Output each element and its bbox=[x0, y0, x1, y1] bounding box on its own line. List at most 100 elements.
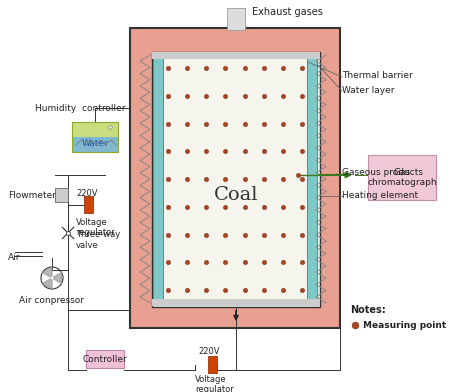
Point bbox=[241, 203, 248, 210]
Point bbox=[241, 93, 248, 99]
Text: Notes:: Notes: bbox=[350, 305, 386, 315]
Bar bbox=[152, 52, 320, 59]
Point bbox=[298, 259, 306, 265]
Point bbox=[222, 203, 229, 210]
Point bbox=[183, 287, 191, 293]
Point bbox=[183, 203, 191, 210]
Point bbox=[183, 65, 191, 71]
Point bbox=[222, 231, 229, 238]
Text: Coal: Coal bbox=[214, 186, 258, 204]
Point bbox=[298, 176, 306, 182]
Text: Water layer: Water layer bbox=[342, 85, 394, 94]
Polygon shape bbox=[54, 272, 62, 283]
Point bbox=[260, 120, 267, 127]
Text: Measuring point: Measuring point bbox=[363, 321, 446, 330]
Point bbox=[202, 287, 210, 293]
Point bbox=[241, 65, 248, 71]
Point bbox=[222, 259, 229, 265]
Point bbox=[202, 203, 210, 210]
Point bbox=[183, 259, 191, 265]
Point bbox=[260, 203, 267, 210]
Point bbox=[202, 65, 210, 71]
Bar bbox=[153, 53, 163, 305]
Point bbox=[183, 176, 191, 182]
Point bbox=[279, 120, 287, 127]
Point bbox=[279, 203, 287, 210]
Point bbox=[64, 230, 72, 236]
Bar bbox=[130, 28, 340, 328]
Point bbox=[279, 231, 287, 238]
Text: Flowmeter: Flowmeter bbox=[8, 191, 56, 200]
Point bbox=[164, 203, 172, 210]
Point bbox=[164, 259, 172, 265]
Bar bbox=[55, 188, 68, 202]
Point bbox=[202, 259, 210, 265]
Point bbox=[298, 231, 306, 238]
Point bbox=[164, 93, 172, 99]
Point bbox=[164, 287, 172, 293]
Point bbox=[222, 93, 229, 99]
Bar bbox=[84, 196, 93, 213]
Text: Exhaust gases: Exhaust gases bbox=[252, 7, 323, 17]
Point bbox=[298, 120, 306, 127]
Point bbox=[202, 231, 210, 238]
Point bbox=[164, 65, 172, 71]
Point bbox=[260, 287, 267, 293]
Text: Gas
chromatograph: Gas chromatograph bbox=[367, 168, 437, 187]
Point bbox=[106, 124, 114, 130]
Point bbox=[260, 259, 267, 265]
Point bbox=[183, 120, 191, 127]
Bar bbox=[72, 122, 118, 137]
Point bbox=[241, 176, 248, 182]
Point bbox=[241, 259, 248, 265]
Text: Three-way
valve: Three-way valve bbox=[76, 230, 120, 250]
Point bbox=[164, 231, 172, 238]
Text: Gaseous products: Gaseous products bbox=[342, 167, 423, 176]
Point bbox=[260, 148, 267, 154]
Bar bbox=[72, 122, 118, 152]
Text: Voltage
regulator: Voltage regulator bbox=[195, 375, 234, 392]
Text: Air conpressor: Air conpressor bbox=[19, 296, 84, 305]
Point bbox=[164, 120, 172, 127]
Text: Controller: Controller bbox=[82, 354, 128, 363]
Point bbox=[260, 93, 267, 99]
Text: Water: Water bbox=[82, 139, 109, 148]
Point bbox=[241, 148, 248, 154]
Point bbox=[279, 93, 287, 99]
Point bbox=[260, 176, 267, 182]
Point bbox=[241, 287, 248, 293]
Bar bbox=[152, 52, 320, 307]
Bar bbox=[86, 350, 124, 368]
Point bbox=[279, 259, 287, 265]
Point bbox=[222, 148, 229, 154]
Point bbox=[298, 65, 306, 71]
Point bbox=[241, 231, 248, 238]
Text: Voltage
regulator: Voltage regulator bbox=[76, 218, 115, 238]
Point bbox=[298, 93, 306, 99]
Point bbox=[298, 203, 306, 210]
Point bbox=[183, 93, 191, 99]
Point bbox=[241, 120, 248, 127]
Point bbox=[222, 176, 229, 182]
Point bbox=[351, 322, 359, 328]
Bar bbox=[227, 8, 245, 30]
Text: Thermal barrier: Thermal barrier bbox=[342, 71, 413, 80]
Bar bbox=[72, 137, 118, 152]
Point bbox=[260, 231, 267, 238]
Text: 220V: 220V bbox=[198, 347, 219, 356]
Text: Humidity  controller: Humidity controller bbox=[35, 103, 125, 113]
Point bbox=[164, 176, 172, 182]
Bar bbox=[208, 356, 217, 373]
Point bbox=[279, 287, 287, 293]
Text: Heating element: Heating element bbox=[342, 191, 418, 200]
Point bbox=[202, 93, 210, 99]
Bar bbox=[368, 155, 436, 200]
Point bbox=[183, 231, 191, 238]
Point bbox=[202, 120, 210, 127]
Point bbox=[298, 287, 306, 293]
Point bbox=[202, 148, 210, 154]
Point bbox=[260, 65, 267, 71]
Point bbox=[164, 148, 172, 154]
Point bbox=[279, 176, 287, 182]
Polygon shape bbox=[43, 267, 52, 277]
